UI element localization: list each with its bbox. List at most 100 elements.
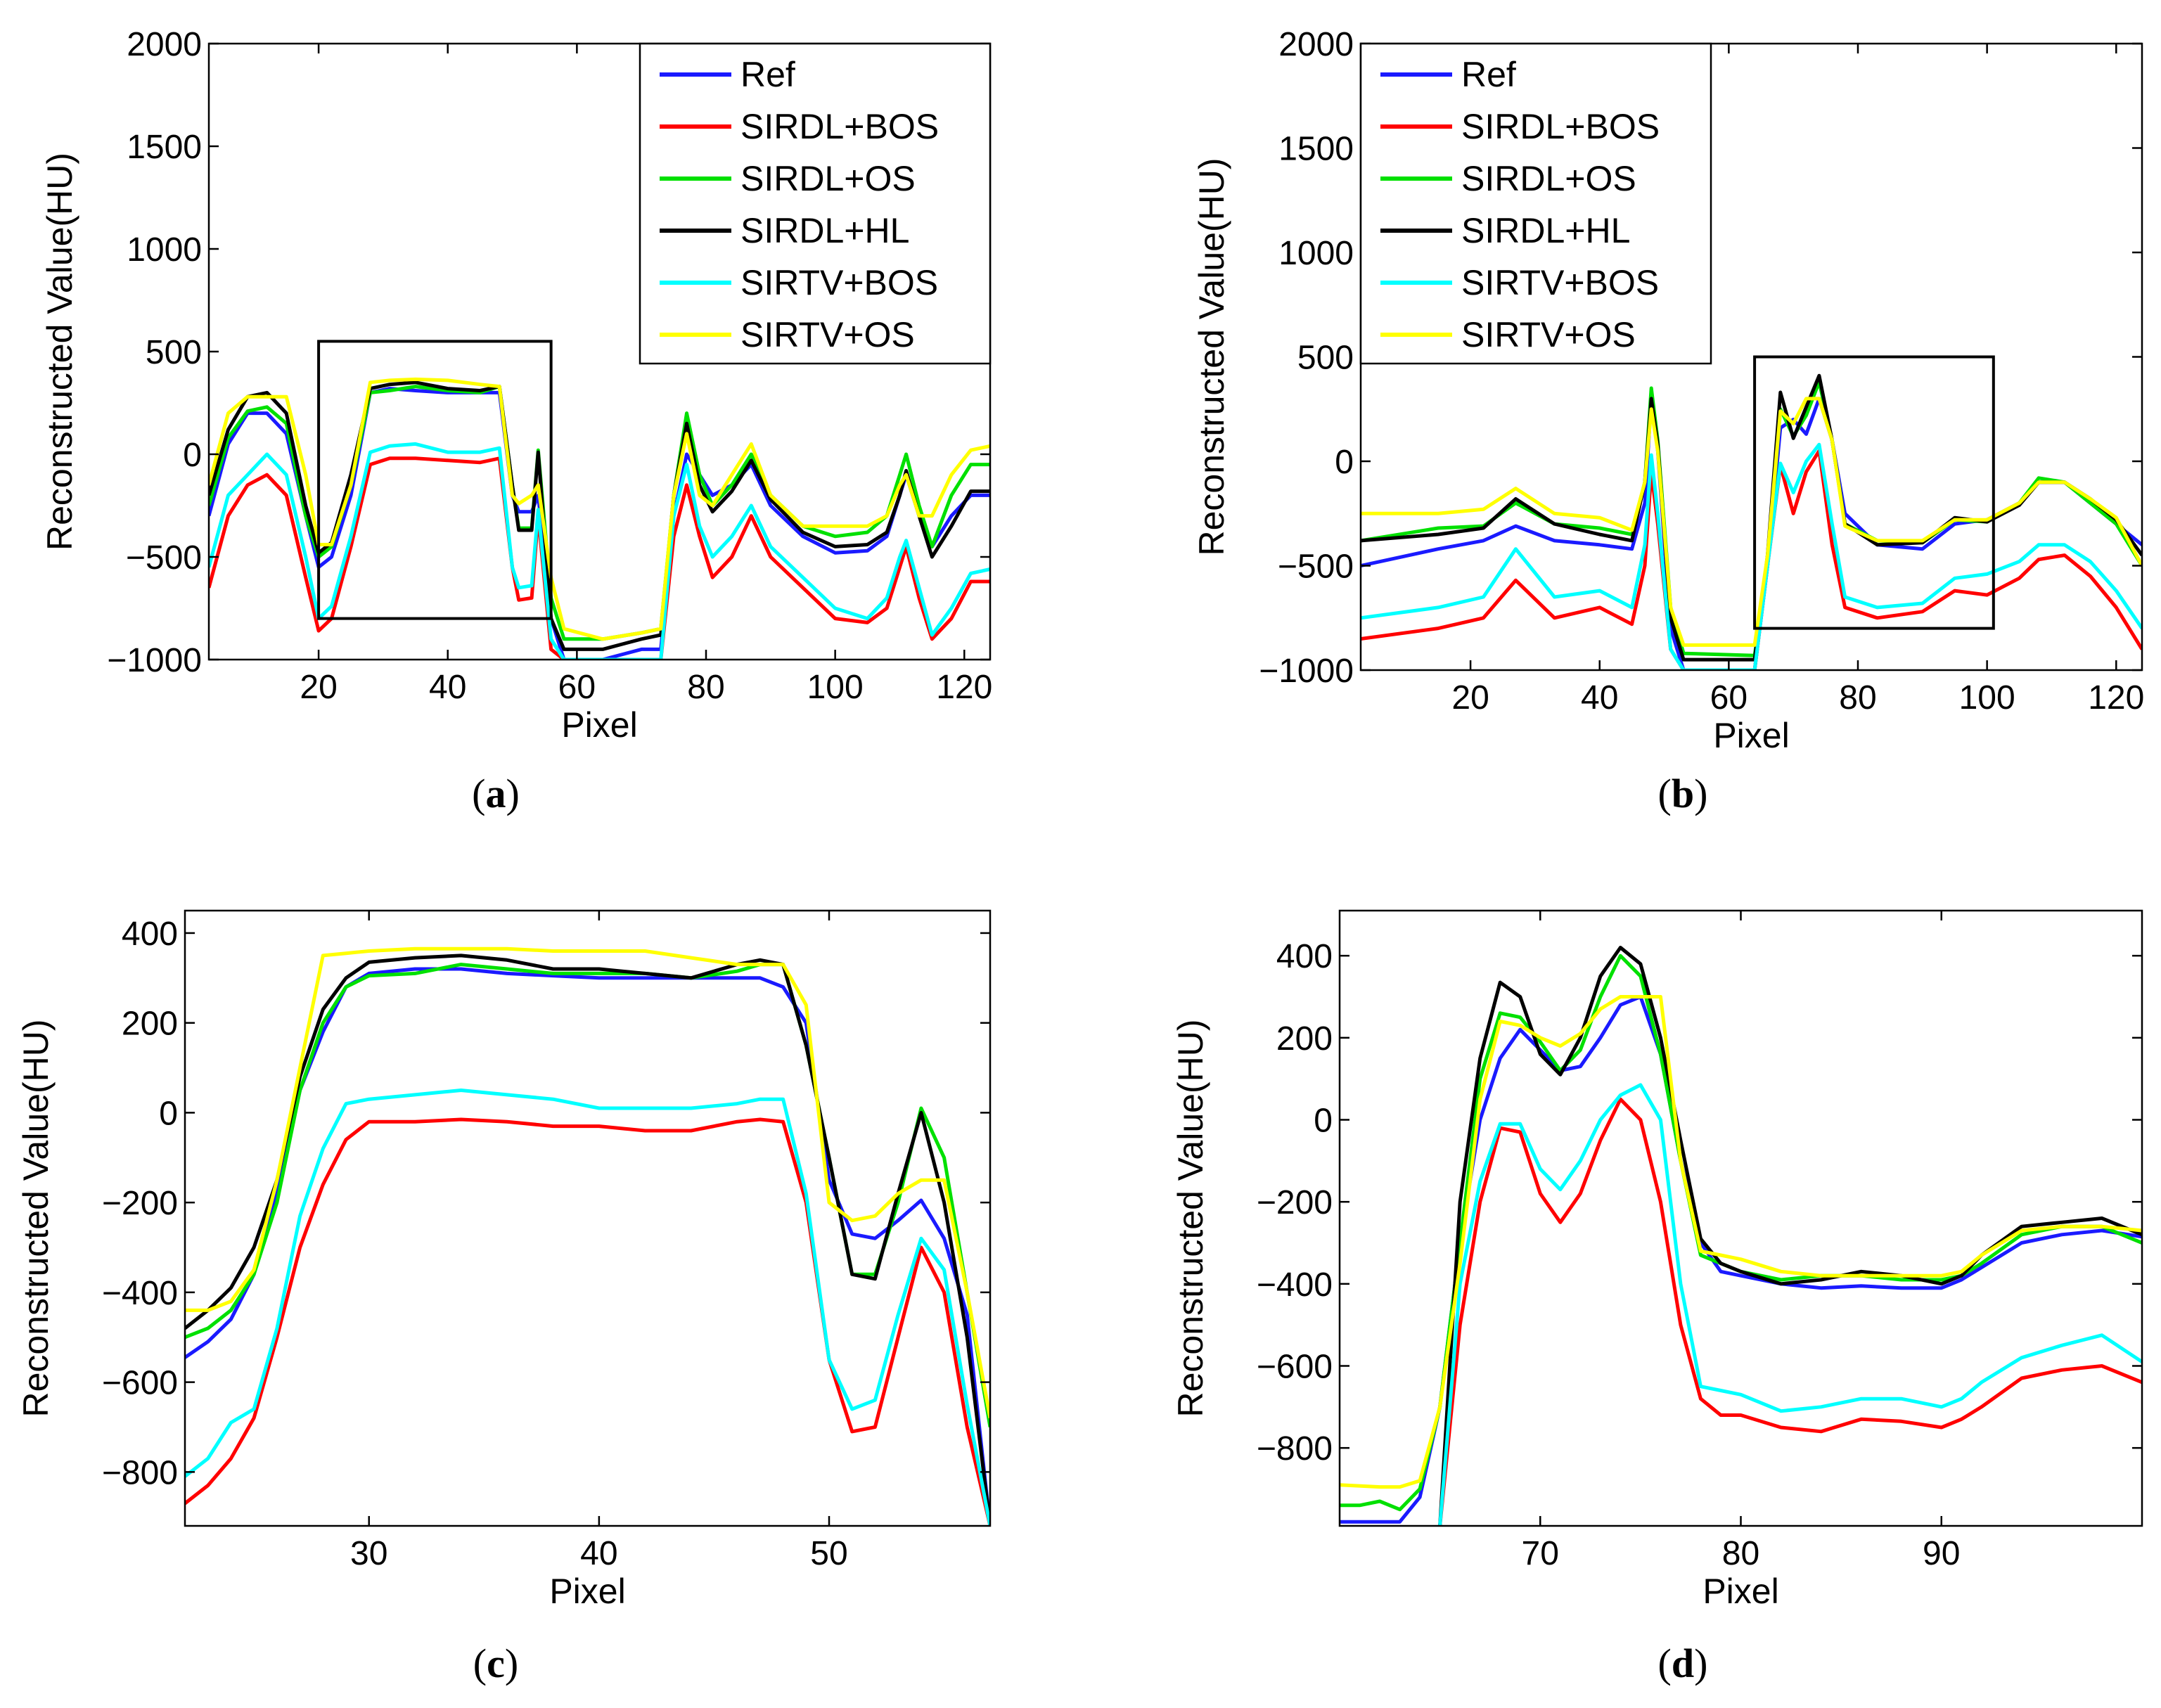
panel-a: 20 40 60 80 100 120 −1000 −500 0 500 1000 1500 2000 P… (40, 26, 992, 816)
y-axis-label: Reconstructed Value(HU) (1171, 1020, 1210, 1418)
y-tick-label: 200 (122, 1006, 178, 1043)
y-tick-label: 500 (1297, 340, 1354, 377)
y-tick-label: 0 (1314, 1103, 1333, 1140)
y-tick-label: 400 (1276, 938, 1333, 975)
y-axis-label: Reconstructed Value(HU) (1192, 158, 1231, 556)
y-tick-label: 500 (146, 334, 202, 371)
y-tick-label: −800 (102, 1454, 178, 1491)
series-line-sirtv-os (209, 377, 990, 641)
y-tick-label: 0 (1335, 444, 1354, 481)
series-line-sirdl-os (1340, 953, 2142, 1512)
x-tick-label: 100 (1959, 679, 2015, 717)
panel-caption: (d) (1658, 1640, 1708, 1686)
x-tick-label: 120 (936, 669, 992, 706)
x-tick-label: 40 (429, 669, 466, 706)
legend-label: SIRTV+BOS (1461, 263, 1659, 302)
y-tick-label: 0 (183, 437, 202, 474)
x-tick-label: 100 (807, 669, 864, 706)
x-tick-label: 80 (687, 669, 724, 706)
y-tick-label: −600 (1257, 1349, 1333, 1386)
legend-label: SIRDL+OS (1461, 159, 1636, 198)
panel-d: 70 80 90 −800 −600 −400 −200 0 200 400 Pixel Recons… (1171, 909, 2143, 1686)
axes-frame (184, 909, 992, 1527)
series-line-sirdl-bos (185, 1117, 990, 1526)
series-line-sirdl-hl (1438, 946, 2142, 1526)
series-line-sirdl-bos (209, 456, 990, 660)
panel-caption: (a) (472, 771, 520, 816)
y-tick-label: 2000 (127, 26, 202, 63)
x-tick-label: 40 (580, 1535, 617, 1572)
series-line-ref (1361, 397, 2142, 670)
series-group (185, 946, 990, 1526)
y-tick-label: 400 (122, 916, 178, 953)
legend-label: SIRDL+HL (740, 211, 909, 250)
y-tick-label: 1000 (1278, 235, 1354, 272)
legend-label: SIRDL+HL (1461, 211, 1630, 250)
panel-b: 20 40 60 80 100 120 −1000 −500 0 500 1000 1500 2000 P… (1192, 26, 2144, 816)
series-line-sirtv-bos (209, 442, 990, 660)
x-tick-label: 60 (1710, 679, 1748, 717)
x-tick-label: 50 (810, 1535, 847, 1572)
y-tick-label: 1500 (127, 129, 202, 166)
series-group (209, 377, 990, 660)
series-line-sirtv-bos (1361, 442, 2142, 670)
x-tick-label: 70 (1522, 1535, 1559, 1572)
legend-label: SIRDL+OS (740, 159, 916, 198)
legend-label: SIRDL+BOS (740, 107, 939, 146)
legend-label: SIRDL+BOS (1461, 107, 1660, 146)
series-line-sirtv-os (185, 946, 990, 1419)
legend-label: SIRTV+BOS (740, 263, 938, 302)
y-tick-label: −1000 (107, 642, 202, 679)
y-tick-label: 200 (1276, 1020, 1333, 1058)
y-tick-label: −200 (102, 1185, 178, 1222)
legend-box (1359, 42, 1712, 365)
y-tick-label: 2000 (1278, 26, 1354, 63)
x-axis-label: Pixel (1713, 716, 1789, 755)
series-line-sirdl-os (209, 385, 990, 641)
y-tick-label: −500 (1278, 548, 1354, 586)
x-tick-label: 80 (1839, 679, 1876, 717)
series-line-ref (185, 967, 990, 1526)
panel-caption: (c) (473, 1640, 518, 1686)
legend-label: Ref (1461, 55, 1516, 94)
series-line-sirdl-bos (1438, 1097, 2142, 1526)
y-axis-label: Reconstructed Value(HU) (16, 1020, 56, 1418)
zoom-box (1753, 355, 1995, 630)
x-tick-label: 80 (1722, 1535, 1759, 1572)
legend-box (639, 42, 992, 365)
series-group (1361, 373, 2142, 670)
legend-label: SIRTV+OS (740, 315, 915, 354)
y-tick-label: 1000 (127, 231, 202, 269)
x-tick-label: 40 (1581, 679, 1618, 717)
y-tick-label: −800 (1257, 1430, 1333, 1468)
x-tick-label: 60 (558, 669, 596, 706)
series-line-sirdl-bos (1361, 449, 2142, 670)
y-tick-label: −400 (102, 1275, 178, 1312)
x-tick-label: 20 (1451, 679, 1489, 717)
legend: Ref SIRDL+BOS SIRDL+OS SIRDL+HL SIRTV+BOS SIR… (639, 42, 992, 365)
series-line-sirtv-os (1340, 995, 2142, 1489)
y-tick-label: −400 (1257, 1266, 1333, 1304)
x-tick-label: 30 (350, 1535, 387, 1572)
legend-label: SIRTV+OS (1461, 315, 1636, 354)
series-line-sirdl-os (1361, 380, 2142, 657)
y-tick-label: −600 (102, 1365, 178, 1402)
x-axis-label: Pixel (561, 705, 637, 745)
series-line-sirdl-hl (1361, 373, 2142, 662)
zoom-box (317, 340, 553, 620)
y-tick-label: 0 (159, 1095, 178, 1132)
x-tick-label: 90 (1923, 1535, 1960, 1572)
panel-caption: (b) (1658, 771, 1708, 816)
y-tick-label: −1000 (1259, 653, 1354, 690)
x-axis-label: Pixel (549, 1572, 625, 1611)
series-group (1340, 946, 2142, 1526)
y-tick-label: 1500 (1278, 131, 1354, 168)
series-line-sirtv-bos (1438, 1083, 2142, 1526)
y-axis-label: Reconstructed Value(HU) (40, 153, 79, 551)
x-tick-label: 120 (2088, 679, 2144, 717)
y-tick-label: −500 (126, 539, 202, 577)
panel-c: 30 40 50 −800 −600 −400 −200 0 200 400 Pixel Recons… (16, 909, 992, 1686)
legend: Ref SIRDL+BOS SIRDL+OS SIRDL+HL SIRTV+BOS SIR… (1359, 42, 1712, 365)
y-tick-label: −200 (1257, 1184, 1333, 1221)
legend-label: Ref (740, 55, 795, 94)
